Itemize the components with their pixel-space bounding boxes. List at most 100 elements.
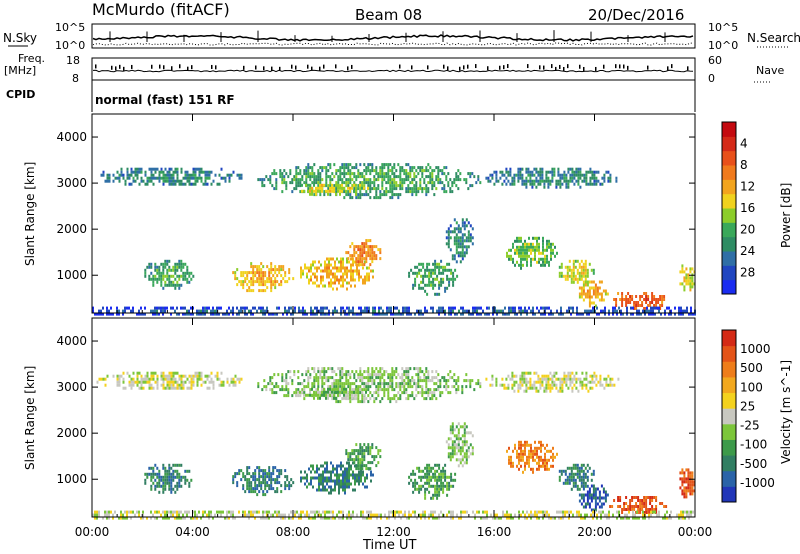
velocity-cell-0 xyxy=(204,380,207,384)
power-cell-1 xyxy=(417,172,420,176)
power-cell-1 xyxy=(369,172,372,176)
velocity-cell-9 xyxy=(449,446,452,450)
power-cell-4 xyxy=(184,271,187,275)
velocity-cell-0 xyxy=(156,377,159,381)
power-cell-15 xyxy=(468,312,470,316)
velocity-cell-10 xyxy=(542,461,544,465)
power-cell-5 xyxy=(280,280,283,284)
velocity-cell-3 xyxy=(549,383,552,387)
power-cell-12 xyxy=(602,298,605,302)
power-cell-8 xyxy=(444,289,447,293)
power-cell-15 xyxy=(222,312,224,316)
power-cell-1 xyxy=(357,187,360,191)
velocity-cell-3 xyxy=(569,371,572,375)
power-cell-1 xyxy=(331,172,334,176)
power-cell-5 xyxy=(260,271,263,275)
velocity-cell-1 xyxy=(303,385,306,389)
power-cell-15 xyxy=(200,312,202,316)
velocity-cell-7 xyxy=(363,452,366,456)
power-cell-13 xyxy=(651,298,654,301)
power-cell-1 xyxy=(435,178,438,182)
velocity-cell-5 xyxy=(266,475,269,479)
velocity-cell-3 xyxy=(599,380,602,384)
power-cell-11 xyxy=(568,274,571,278)
velocity-cell-13 xyxy=(635,502,638,505)
power-cell-15 xyxy=(546,306,548,310)
velocity-cell-0 xyxy=(168,371,171,375)
velocity-cell-9 xyxy=(457,458,460,462)
velocity-cell-1 xyxy=(367,373,370,377)
velocity-cell-3 xyxy=(569,377,572,381)
power-cell-5 xyxy=(274,268,277,272)
power-cell-15 xyxy=(140,306,142,310)
power-cell-6 xyxy=(314,275,316,279)
velocity-cell-0 xyxy=(226,377,229,381)
power-cell-1 xyxy=(413,184,416,188)
velocity-cell-5 xyxy=(264,493,267,497)
velocity-cell-9 xyxy=(461,425,464,429)
power-cell-1 xyxy=(369,181,372,185)
power-cell-15 xyxy=(684,309,686,313)
velocity-cell-0 xyxy=(200,383,203,387)
velocity-cell-1 xyxy=(379,382,382,386)
velocity-cell-5 xyxy=(266,484,269,488)
power-cell-15 xyxy=(108,309,110,313)
velocity-cell-1 xyxy=(315,388,318,392)
velocity-cell-7 xyxy=(373,458,376,462)
power-cell-2 xyxy=(333,189,335,193)
velocity-cell-2 xyxy=(317,393,319,397)
power-cell-3 xyxy=(567,182,570,186)
velocity-cell-3 xyxy=(549,377,552,381)
power-cell-1 xyxy=(391,169,394,173)
velocity-cell-4 xyxy=(150,484,153,488)
velocity-cell-12 xyxy=(606,493,609,497)
power-cell-3 xyxy=(495,170,498,174)
velocity-cell-8 xyxy=(444,463,447,467)
power-cell-15 xyxy=(492,312,494,316)
power-cell-0 xyxy=(154,176,157,180)
power-ylabel: Slant Range [km] xyxy=(23,162,37,266)
velocity-cell-2 xyxy=(351,393,353,397)
power-cell-1 xyxy=(419,184,422,188)
power-cell-8 xyxy=(452,280,455,284)
power-cell-8 xyxy=(412,283,415,287)
power-cell-13 xyxy=(647,295,650,298)
velocity-cell-1 xyxy=(281,385,284,389)
velocity-cell-1 xyxy=(321,370,324,374)
velocity-cell-5 xyxy=(246,478,249,482)
power-cell-6 xyxy=(350,266,352,270)
velocity-cell-11 xyxy=(586,478,589,482)
velocity-cell-1 xyxy=(351,382,354,386)
velocity-cell-3 xyxy=(555,371,558,375)
power-cell-10 xyxy=(552,242,554,246)
power-cell-15 xyxy=(520,312,522,316)
power-cell-6 xyxy=(340,269,342,273)
velocity-cell-1 xyxy=(455,391,458,395)
power-cell-0 xyxy=(148,179,151,183)
velocity-cell-1 xyxy=(449,391,452,395)
velocity-cell-0 xyxy=(198,377,201,381)
power-cell-1 xyxy=(307,175,310,179)
power-cell-0 xyxy=(206,170,209,174)
power-cell-1 xyxy=(475,181,478,185)
power-cell-1 xyxy=(367,193,370,197)
velocity-cell-3 xyxy=(495,380,498,384)
velocity-cell-13 xyxy=(655,499,658,502)
velocity-cell-4 xyxy=(148,466,151,470)
power-cell-10 xyxy=(528,245,530,249)
power-cell-6 xyxy=(324,260,326,264)
power-cell-3 xyxy=(525,185,528,189)
velocity-cell-1 xyxy=(341,397,344,401)
velocity-cell-5 xyxy=(254,472,257,476)
power-cell-1 xyxy=(295,169,298,173)
power-cell-11 xyxy=(580,274,583,278)
power-cell-7 xyxy=(351,254,354,258)
velocity-cell-0 xyxy=(162,371,165,375)
power-cell-10 xyxy=(506,254,508,258)
power-cell-1 xyxy=(445,190,448,194)
power-cell-1 xyxy=(319,178,322,182)
velocity-cell-1 xyxy=(377,373,380,377)
power-cell-1 xyxy=(391,187,394,191)
power-cell-2 xyxy=(355,192,357,196)
power-cell-15 xyxy=(182,306,184,310)
